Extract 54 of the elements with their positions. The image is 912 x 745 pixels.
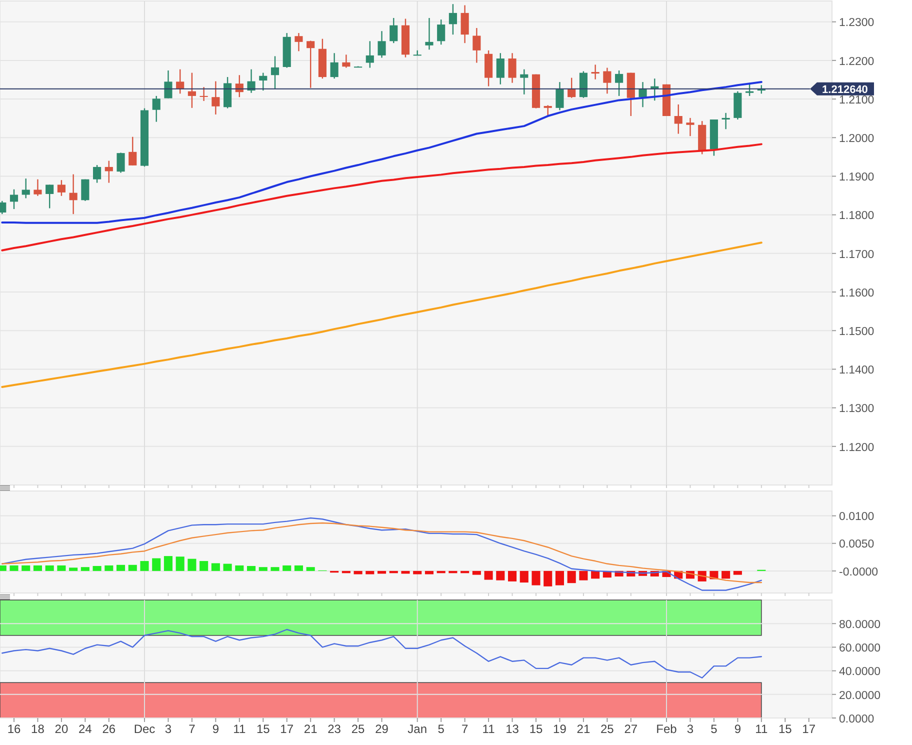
y-tick-label: 0.0050	[839, 538, 874, 551]
x-tick-label: 23	[328, 722, 342, 736]
y-tick-label: 1.1900	[839, 172, 874, 184]
x-tick-label: 29	[375, 722, 389, 736]
y-tick-label: 1.1600	[839, 287, 874, 300]
y-tick-label: 1.2300	[839, 17, 874, 30]
x-tick-label: 7	[461, 722, 468, 736]
x-tick-label: 7	[188, 722, 196, 736]
x-tick-label: 3	[686, 722, 694, 736]
x-tick-label: 9	[734, 722, 742, 736]
y-tick-label: 1.1400	[839, 364, 874, 377]
y-tick-label: 0.0100	[839, 511, 874, 524]
x-tick-label: Feb	[656, 722, 678, 736]
x-tick-label: 11	[755, 722, 768, 736]
y-tick-label: 0.0000	[839, 713, 874, 726]
x-tick-label: 15	[256, 722, 270, 736]
x-tick-label: 17	[280, 722, 294, 736]
x-tick-label: 9	[212, 722, 220, 736]
x-tick-label: 24	[78, 722, 92, 736]
x-tick-label: 18	[31, 722, 45, 736]
x-tick-label: 16	[7, 722, 21, 736]
x-tick-label: 5	[710, 722, 718, 736]
y-tick-label: 1.2200	[839, 56, 874, 68]
x-tick-label: Jan	[408, 722, 428, 736]
x-tick-label: 11	[233, 722, 246, 736]
x-tick-label: 11	[482, 722, 496, 736]
y-tick-label: 1.1200	[839, 442, 874, 454]
x-tick-label: 25	[351, 722, 366, 736]
x-tick-label: 20	[54, 722, 68, 736]
x-tick-label: 19	[553, 722, 567, 736]
y-tick-label: -0.0000	[839, 566, 878, 578]
x-tick-label: Dec	[134, 722, 156, 736]
x-tick-label: 3	[164, 722, 172, 736]
ref-line-label: 1.212640	[822, 84, 868, 96]
y-tick-label: 1.2000	[839, 133, 874, 145]
x-tick-label: 15	[778, 722, 792, 736]
y-tick-label: 1.1300	[839, 403, 874, 416]
x-tick-label: 27	[624, 722, 638, 736]
x-tick-label: 13	[506, 722, 520, 736]
y-tick-label: 1.1700	[839, 248, 874, 261]
y-tick-label: 80.0000	[839, 618, 881, 631]
x-tick-label: 15	[529, 722, 543, 736]
x-tick-label: 5	[438, 722, 445, 736]
y-tick-label: 1.1500	[839, 326, 874, 338]
x-tick-label: 21	[304, 722, 318, 736]
y-tick-label: 20.0000	[839, 690, 881, 702]
y-tick-label: 1.2100	[839, 94, 874, 106]
x-tick-label: 21	[576, 722, 590, 736]
x-tick-label: 17	[802, 722, 816, 736]
y-tick-label: 1.1800	[839, 210, 874, 222]
y-tick-label: 60.0000	[839, 642, 881, 655]
x-tick-label: 26	[102, 722, 116, 736]
x-tick-label: 25	[600, 722, 614, 736]
y-tick-label: 40.0000	[839, 666, 881, 678]
